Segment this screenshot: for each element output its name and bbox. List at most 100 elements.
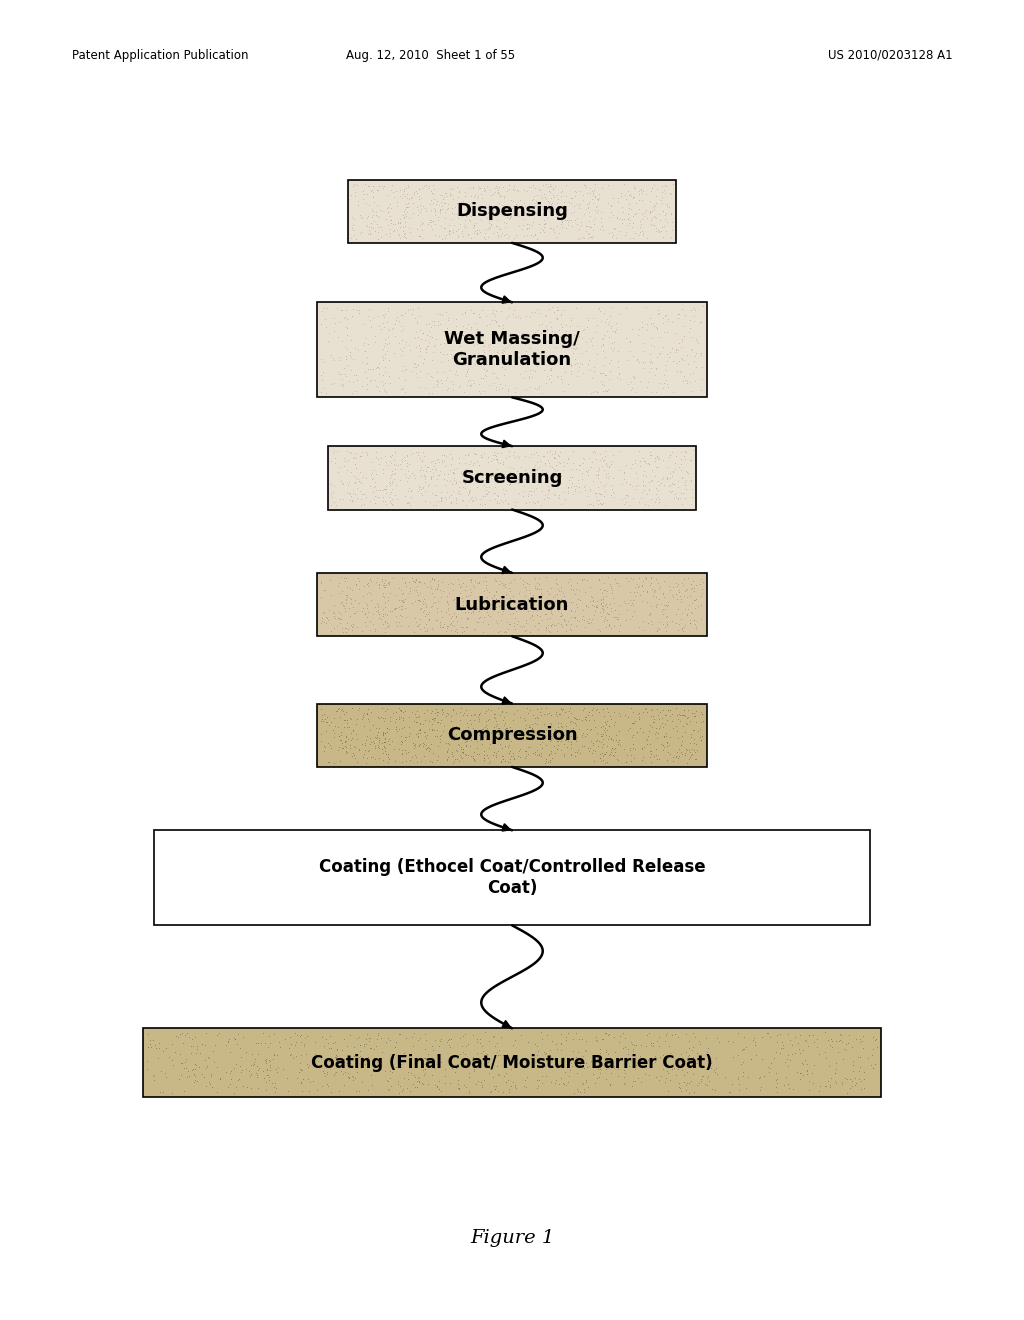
Point [454, 206, 470, 227]
Point [541, 368, 557, 389]
Point [481, 595, 498, 616]
Point [413, 211, 429, 232]
Point [630, 704, 646, 725]
Point [545, 178, 561, 199]
Point [516, 226, 532, 247]
Point [490, 182, 507, 203]
Point [453, 201, 469, 222]
Point [428, 449, 444, 470]
Point [467, 444, 483, 465]
Point [461, 1082, 477, 1104]
Point [444, 209, 461, 230]
Point [412, 305, 428, 326]
Point [451, 477, 467, 498]
Point [497, 338, 513, 359]
Point [685, 363, 701, 384]
Point [326, 723, 342, 744]
Point [685, 719, 701, 741]
Point [483, 723, 500, 744]
Point [458, 317, 474, 338]
Point [638, 569, 654, 590]
Point [782, 1030, 799, 1051]
Point [597, 717, 613, 738]
Point [366, 603, 382, 624]
Point [551, 484, 567, 506]
Point [553, 612, 569, 634]
Point [509, 700, 525, 721]
Point [340, 482, 356, 503]
Point [382, 1049, 398, 1071]
Point [360, 359, 377, 380]
Point [367, 1039, 383, 1060]
Point [472, 1032, 488, 1053]
Point [400, 187, 417, 209]
Point [515, 725, 531, 746]
Point [692, 1034, 709, 1055]
Point [754, 1048, 770, 1069]
Point [384, 730, 400, 751]
Point [481, 598, 498, 619]
Point [562, 315, 579, 337]
Point [552, 605, 568, 626]
Point [632, 450, 648, 471]
Point [381, 483, 397, 504]
Point [548, 1071, 564, 1092]
Point [624, 726, 640, 747]
Point [437, 488, 454, 510]
Point [495, 451, 511, 473]
Point [293, 1072, 309, 1093]
Point [530, 315, 547, 337]
Point [458, 591, 474, 612]
Point [502, 751, 518, 772]
Point [674, 1053, 690, 1074]
Point [473, 587, 489, 609]
Point [480, 451, 497, 473]
Point [409, 751, 425, 772]
Point [657, 1024, 674, 1045]
Point [564, 579, 581, 601]
Point [648, 722, 665, 743]
Point [544, 729, 560, 750]
Point [370, 734, 386, 755]
Point [734, 1039, 751, 1060]
Point [455, 1056, 471, 1077]
Point [641, 471, 657, 492]
Point [817, 1041, 834, 1063]
Point [656, 1030, 673, 1051]
Point [457, 302, 473, 323]
Point [562, 614, 579, 635]
Point [830, 1030, 847, 1051]
Point [386, 454, 402, 475]
Point [497, 463, 513, 484]
Point [547, 442, 563, 463]
Point [560, 209, 577, 230]
Point [678, 579, 694, 601]
Point [377, 741, 393, 762]
Point [559, 214, 575, 235]
Point [574, 1073, 591, 1094]
Point [485, 363, 502, 384]
Point [451, 734, 467, 755]
Point [594, 597, 610, 618]
Point [647, 738, 664, 759]
Point [313, 1076, 330, 1097]
Point [532, 218, 549, 239]
Point [536, 214, 552, 235]
Point [371, 381, 387, 403]
Point [338, 589, 354, 610]
Point [538, 189, 554, 210]
Point [641, 454, 657, 475]
Point [417, 605, 433, 626]
Point [376, 306, 392, 327]
Point [658, 611, 675, 632]
Point [351, 471, 368, 492]
Point [632, 190, 648, 211]
Point [657, 594, 674, 615]
Point [429, 374, 445, 395]
Point [392, 227, 409, 248]
Point [642, 350, 658, 371]
Point [648, 1067, 665, 1088]
Point [417, 466, 433, 487]
Point [568, 578, 585, 599]
Point [333, 375, 349, 396]
